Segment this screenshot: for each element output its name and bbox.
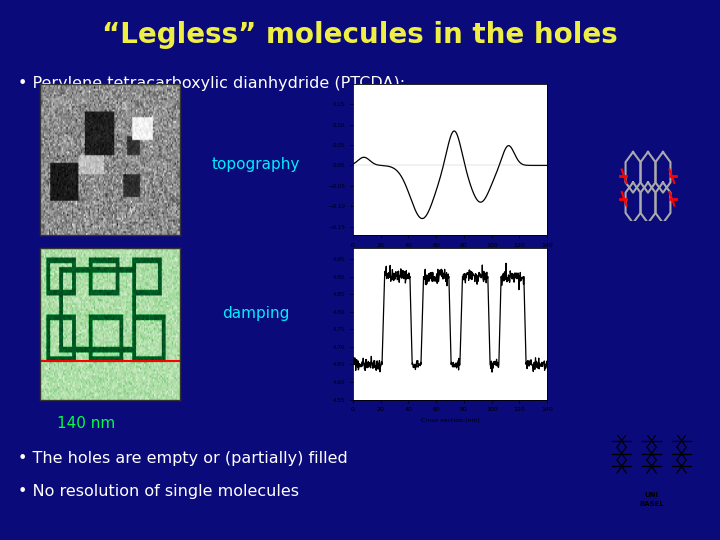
Text: 140 nm: 140 nm <box>58 416 115 431</box>
Text: BASEL: BASEL <box>639 501 664 507</box>
Text: • Perylene tetracarboxylic dianhydride (PTCDA):: • Perylene tetracarboxylic dianhydride (… <box>18 76 405 91</box>
X-axis label: Cross section (nm): Cross section (nm) <box>420 253 480 258</box>
Text: UNI: UNI <box>644 492 659 498</box>
Text: • The holes are empty or (partially) filled: • The holes are empty or (partially) fil… <box>18 451 348 467</box>
Text: damping: damping <box>222 306 289 321</box>
X-axis label: Cross section (nm): Cross section (nm) <box>420 418 480 423</box>
Text: topography: topography <box>212 157 300 172</box>
Text: “Legless” molecules in the holes: “Legless” molecules in the holes <box>102 21 618 49</box>
Text: • No resolution of single molecules: • No resolution of single molecules <box>18 484 299 499</box>
